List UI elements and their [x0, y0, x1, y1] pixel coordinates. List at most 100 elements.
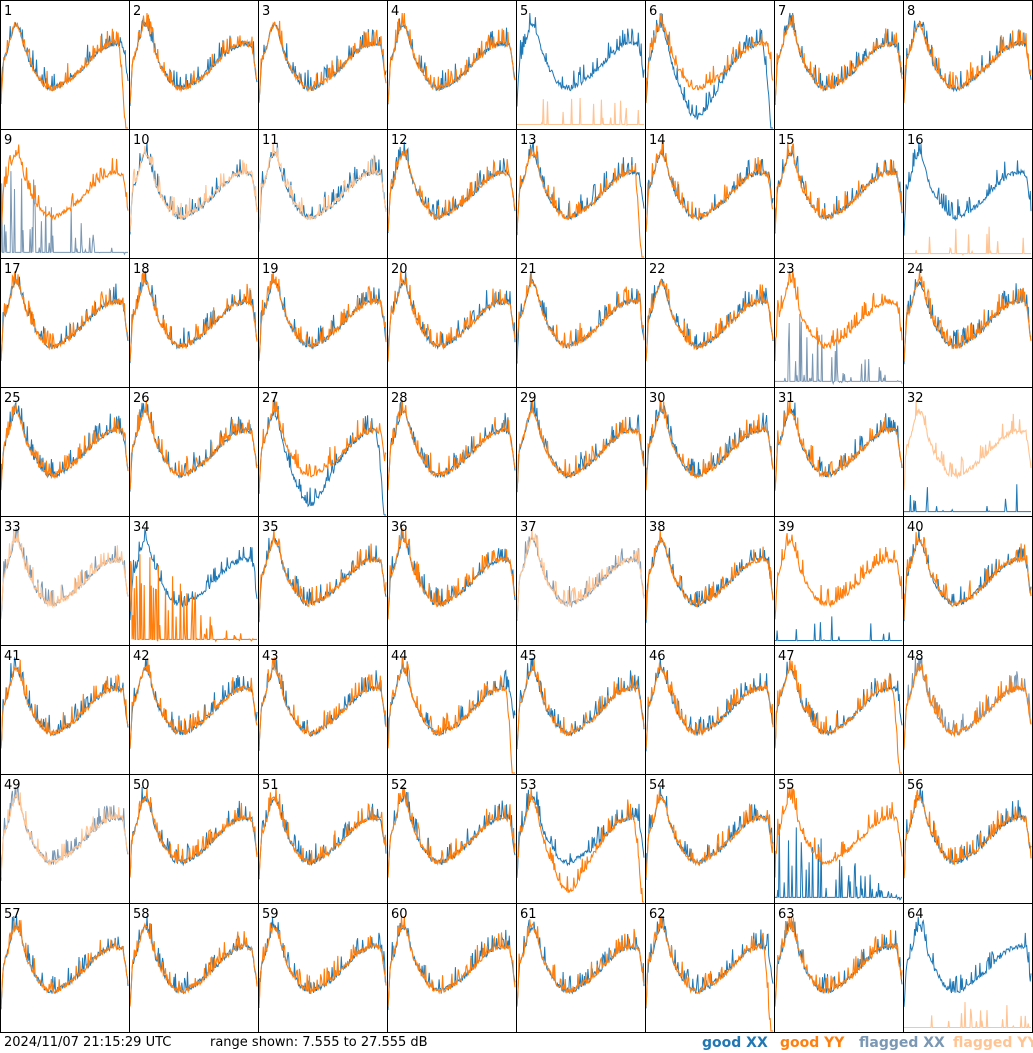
panel-14: 14	[645, 129, 775, 259]
panel-52: 52	[387, 774, 517, 904]
panel-53: 53	[516, 774, 646, 904]
series-xx-58	[129, 915, 258, 1006]
legend-good-yy: good YY	[780, 1035, 845, 1051]
panel-border-43	[258, 645, 388, 775]
series-xx-34	[129, 528, 258, 621]
legend-good-xx: good XX	[702, 1035, 768, 1051]
series-xx-9	[0, 171, 128, 256]
panel-56: 56	[903, 774, 1033, 904]
panel-label-60: 60	[391, 907, 408, 922]
series-yy-53	[516, 787, 644, 903]
panel-border-22	[645, 258, 775, 388]
series-xx-60	[387, 922, 516, 1011]
panel-label-27: 27	[262, 391, 279, 406]
panel-label-30: 30	[649, 391, 666, 406]
panel-border-51	[258, 774, 388, 904]
series-yy-40	[903, 532, 1032, 620]
series-xx-39	[775, 616, 902, 642]
series-yy-21	[516, 270, 645, 362]
series-xx-10	[129, 141, 258, 235]
panel-5: 5	[516, 0, 646, 130]
panel-border-50	[129, 774, 259, 904]
panel-33: 33	[0, 516, 130, 646]
panel-border-24	[903, 258, 1033, 388]
series-xx-24	[903, 279, 1032, 365]
panel-17: 17	[0, 258, 130, 388]
series-yy-37	[516, 528, 645, 620]
panel-border-60	[387, 903, 517, 1033]
panel-border-26	[129, 387, 259, 517]
panel-41: 41	[0, 645, 130, 775]
panel-label-31: 31	[778, 391, 795, 406]
panel-27: 27	[258, 387, 388, 517]
series-yy-2	[129, 12, 258, 103]
panel-label-8: 8	[907, 4, 915, 19]
series-xx-3	[258, 21, 387, 103]
panel-47: 47	[774, 645, 904, 775]
panel-49: 49	[0, 774, 130, 904]
panel-28: 28	[387, 387, 517, 517]
series-xx-55	[775, 823, 902, 901]
panel-border-10	[129, 129, 259, 259]
panel-22: 22	[645, 258, 775, 388]
series-yy-60	[387, 915, 516, 1007]
series-yy-20	[387, 270, 516, 362]
panel-label-13: 13	[520, 133, 537, 148]
panel-label-56: 56	[907, 778, 924, 793]
panel-label-51: 51	[262, 778, 279, 793]
series-yy-42	[129, 657, 258, 749]
series-xx-38	[645, 536, 774, 623]
panel-border-38	[645, 516, 775, 646]
panel-label-52: 52	[391, 778, 408, 793]
series-yy-58	[129, 922, 258, 1007]
series-yy-34	[129, 554, 257, 643]
panel-7: 7	[774, 0, 904, 130]
panel-label-62: 62	[649, 907, 666, 922]
panel-3: 3	[258, 0, 388, 130]
panel-border-54	[645, 774, 775, 904]
panel-border-47	[774, 645, 904, 775]
panel-label-24: 24	[907, 262, 924, 277]
panel-21: 21	[516, 258, 646, 388]
series-xx-37	[516, 535, 645, 621]
panel-29: 29	[516, 387, 646, 517]
panel-label-59: 59	[262, 907, 279, 922]
panel-label-48: 48	[907, 649, 924, 664]
panel-35: 35	[258, 516, 388, 646]
panel-label-20: 20	[391, 262, 408, 277]
panel-label-7: 7	[778, 4, 786, 19]
panel-16: 16	[903, 129, 1033, 259]
panel-19: 19	[258, 258, 388, 388]
panel-label-3: 3	[262, 4, 270, 19]
panel-13: 13	[516, 129, 646, 259]
panel-label-18: 18	[133, 262, 150, 277]
series-yy-32	[903, 399, 1032, 491]
series-yy-28	[387, 399, 516, 491]
panel-label-29: 29	[520, 391, 537, 406]
panel-48: 48	[903, 645, 1033, 775]
panel-44: 44	[387, 645, 517, 775]
series-yy-43	[258, 657, 387, 749]
series-xx-56	[903, 786, 1032, 879]
panel-label-39: 39	[778, 520, 795, 535]
panel-border-12	[387, 129, 517, 259]
panel-32: 32	[903, 387, 1033, 517]
panel-11: 11	[258, 129, 388, 259]
panel-label-5: 5	[520, 4, 528, 19]
panel-25: 25	[0, 387, 130, 517]
series-yy-46	[645, 662, 774, 749]
panel-label-28: 28	[391, 391, 408, 406]
panel-37: 37	[516, 516, 646, 646]
series-yy-1	[0, 21, 128, 129]
panel-63: 63	[774, 903, 904, 1033]
panel-30: 30	[645, 387, 775, 517]
panel-label-22: 22	[649, 262, 666, 277]
panel-label-58: 58	[133, 907, 150, 922]
panel-border-21	[516, 258, 646, 388]
panel-label-11: 11	[262, 133, 279, 148]
series-xx-51	[258, 796, 387, 880]
series-yy-29	[516, 399, 645, 491]
series-yy-16	[904, 226, 1031, 256]
panel-label-42: 42	[133, 649, 150, 664]
panel-label-6: 6	[649, 4, 657, 19]
